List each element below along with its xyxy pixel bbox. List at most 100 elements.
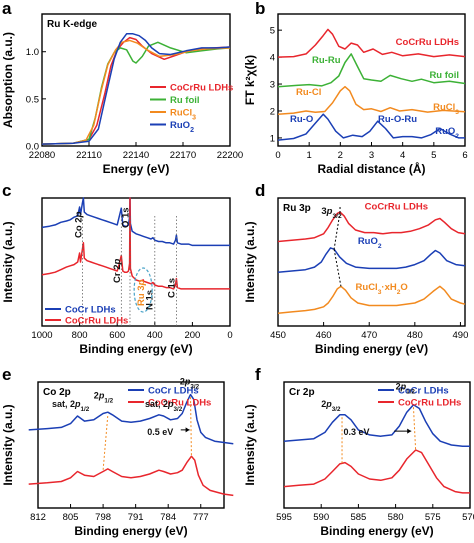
legend-label: CoCrRu LDHs xyxy=(65,316,128,327)
annotation-text: Ru foil xyxy=(429,70,459,81)
annotation-text: 0.3 eV xyxy=(344,427,370,437)
annotation-label: O 1s xyxy=(120,207,131,228)
x-tick-label: 1000 xyxy=(31,330,52,341)
annotation-italic: p xyxy=(73,211,84,218)
legend-subscript: 3 xyxy=(192,114,196,121)
legend-label: CoCrRu LDHs xyxy=(148,398,211,409)
annotation-subscript: 3/2 xyxy=(190,383,199,390)
annotation-text: RuO xyxy=(435,126,455,137)
inset-label: Co 2p xyxy=(43,387,71,398)
annotation-text: 3 xyxy=(321,206,326,217)
inset-label: Ru K-edge xyxy=(47,19,97,30)
y-tick-label: 1 xyxy=(270,133,275,144)
panel-letter: a xyxy=(2,0,12,18)
x-tick-label: 3 xyxy=(369,150,374,161)
y-tick-label: 3 xyxy=(270,80,275,91)
series-line-cocrru-ldhs xyxy=(277,28,466,58)
x-tick-label: 791 xyxy=(128,512,144,523)
x-tick-label: 800 xyxy=(72,330,88,341)
y-tick-label: 0.5 xyxy=(26,94,39,105)
series-line-rucl3-xh2o xyxy=(277,285,466,314)
legend-label: CoCrRu LDHs xyxy=(398,398,461,409)
plot-frame xyxy=(283,381,471,509)
y-axis-label: Intensity (a.u.) xyxy=(1,221,15,302)
legend-text: RuO xyxy=(170,120,190,131)
x-axis-label: Radial distance (Å) xyxy=(317,161,425,176)
annotation-subscript: 2 xyxy=(378,243,382,250)
annotation-text: 2 xyxy=(94,390,99,400)
y-tick-label: 4 xyxy=(270,53,275,64)
panel-c: c 1000 800 600 400 200 0 Binding energy (eV) Int… xyxy=(1,181,233,356)
annotation-italic: p xyxy=(74,399,81,409)
annotation-label: sat, 2p1/2 xyxy=(52,399,90,413)
x-tick-label: 812 xyxy=(30,512,46,523)
y-tick-label: 5 xyxy=(270,26,275,37)
annotation-text: 0.5 eV xyxy=(147,427,173,437)
annotation-label: Cr 2p xyxy=(112,259,123,283)
series-line-cocrru-ldhs xyxy=(28,455,234,497)
annotation-label: sat, 2p3/2 xyxy=(145,399,183,413)
annotation-label: 2p1/2 xyxy=(396,382,416,396)
x-tick-label: 450 xyxy=(270,330,286,341)
x-tick-label: 5 xyxy=(431,150,436,161)
annotation-text: RuO xyxy=(358,236,378,247)
x-tick-label: 0 xyxy=(275,150,280,161)
annotation-label: C 1s xyxy=(166,278,177,298)
annotation-italic: p xyxy=(326,206,333,217)
annotation-label: Ru 3p xyxy=(136,279,147,306)
y-tick-label: 1.0 xyxy=(26,47,39,58)
x-axis-label: Energy (eV) xyxy=(103,162,170,176)
series-line-ruo2 xyxy=(41,33,231,145)
annotation-label: 0.3 eV xyxy=(344,427,370,437)
panel-d: d 450 460 470 480 490 Binding energy (eV) Inten… xyxy=(243,181,468,356)
annotation-subscript: 1/2 xyxy=(406,388,415,395)
series-line-rucl3 xyxy=(277,85,466,115)
annotation-subscript: 3/2 xyxy=(332,213,342,220)
annotation-label: Ru-Cl xyxy=(296,87,321,98)
series-line-cocr-ldhs xyxy=(41,197,230,247)
annotation-italic: p xyxy=(167,399,174,409)
annotation-label: 0.5 eV xyxy=(147,427,173,437)
legend-label: CoCr LDHs xyxy=(398,386,449,397)
legend-label: CoCr LDHs xyxy=(65,305,116,316)
annotation-tail: O xyxy=(400,282,407,293)
annotation-text: Ru-O xyxy=(290,114,313,125)
inset-label: Ru 3p xyxy=(283,203,311,214)
annotation-text: 2 xyxy=(321,399,326,409)
panel-letter: d xyxy=(255,181,265,200)
series-line-cocrru-ldhs xyxy=(283,449,470,494)
annotation-tail: ·xH xyxy=(381,282,396,293)
x-tick-label: 470 xyxy=(361,330,377,341)
annotation-subscript: 2 xyxy=(455,133,459,140)
annotation-text: 2 xyxy=(396,382,401,392)
x-tick-label: 22170 xyxy=(170,150,196,161)
annotation-text: Co 2 xyxy=(73,217,84,238)
x-tick-label: 575 xyxy=(425,512,441,523)
legend-label: CoCrRu LDHs xyxy=(170,83,233,94)
x-tick-label: 4 xyxy=(400,150,405,161)
shift-arrow-head xyxy=(407,428,412,434)
series-line-cocrru-ldhs xyxy=(277,211,466,243)
annotation-label: 2p1/2 xyxy=(94,390,114,404)
legend-text: RuCl xyxy=(170,108,192,119)
y-axis-label: Absorption (a.u.) xyxy=(1,32,15,128)
annotation-italic: p xyxy=(184,377,191,387)
annotation-label: RuO2 xyxy=(435,126,459,140)
annotation-text: N 1s xyxy=(145,290,156,310)
legend-label: RuO2 xyxy=(170,120,194,134)
legend-label: Ru foil xyxy=(170,95,200,106)
x-axis-label: Binding energy (eV) xyxy=(74,524,187,538)
x-tick-label: 570 xyxy=(462,512,474,523)
annotation-label: 3p3/2 xyxy=(321,206,342,220)
annotation-label: Ru-O xyxy=(290,114,313,125)
annotation-text: CoCrRu LDHs xyxy=(396,37,459,48)
series-line-cocr-ldhs xyxy=(283,403,470,448)
annotation-text: Ru-O-Ru xyxy=(378,114,417,125)
x-tick-label: 200 xyxy=(184,330,200,341)
plot-frame xyxy=(37,381,225,509)
panel-letter: c xyxy=(2,181,11,200)
annotation-label: Ru foil xyxy=(429,70,459,81)
x-axis-label: Binding energy (eV) xyxy=(315,342,428,356)
plot-frame xyxy=(41,13,231,147)
